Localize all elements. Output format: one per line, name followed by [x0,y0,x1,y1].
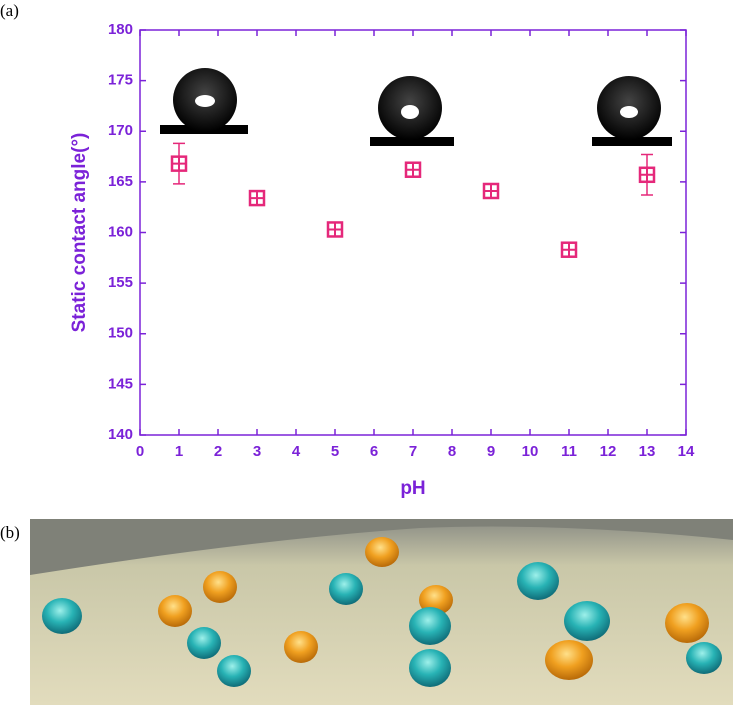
droplet-inset [160,68,672,146]
marker-cross [328,222,342,237]
x-tick-label: 4 [292,443,301,460]
x-tick-label: 3 [253,443,261,460]
x-tick-label: 9 [487,443,495,460]
x-tick-label: 8 [448,443,456,460]
chart: 0 1 2 3 4 5 6 7 8 9 10 11 12 13 1414014515015516016517… [69,21,695,499]
x-tick-label: 12 [600,443,617,460]
y-tick-label: 165 [108,173,133,190]
marker-cross [562,242,576,257]
x-tick-label: 11 [561,443,577,460]
y-tick-label: 155 [108,274,133,291]
x-tick-label: 6 [370,443,378,460]
y-tick-label: 160 [108,223,133,240]
y-tick-label: 180 [108,21,133,38]
marker-cross [172,156,186,171]
panel-label: (a) [0,1,19,20]
marker-cross [484,183,498,198]
photo [30,519,733,705]
y-axis-title: Static contact angle(°) [69,133,90,333]
y-tick-label: 145 [108,375,133,392]
x-tick-label: 0 [136,443,144,460]
x-tick-label: 7 [409,443,417,460]
marker-cross [640,167,654,182]
x-tick-label: 10 [522,443,539,460]
x-tick-label: 1 [175,443,183,460]
y-tick-label: 175 [108,72,133,89]
x-tick-label: 2 [214,443,222,460]
x-tick-label: 14 [678,443,695,460]
y-tick-label: 170 [108,122,133,139]
marker-cross [406,162,420,177]
x-tick-label: 5 [331,443,339,460]
y-tick-label: 140 [108,426,133,443]
x-axis-title: pH [400,478,425,499]
y-tick-label: 150 [108,325,133,342]
panel-label: (b) [0,523,20,542]
marker-cross [250,191,264,206]
x-tick-label: 13 [639,443,656,460]
